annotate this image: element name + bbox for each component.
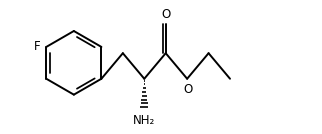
Text: F: F bbox=[34, 40, 41, 53]
Text: O: O bbox=[161, 8, 170, 21]
Text: O: O bbox=[183, 83, 193, 96]
Text: NH₂: NH₂ bbox=[133, 114, 156, 127]
